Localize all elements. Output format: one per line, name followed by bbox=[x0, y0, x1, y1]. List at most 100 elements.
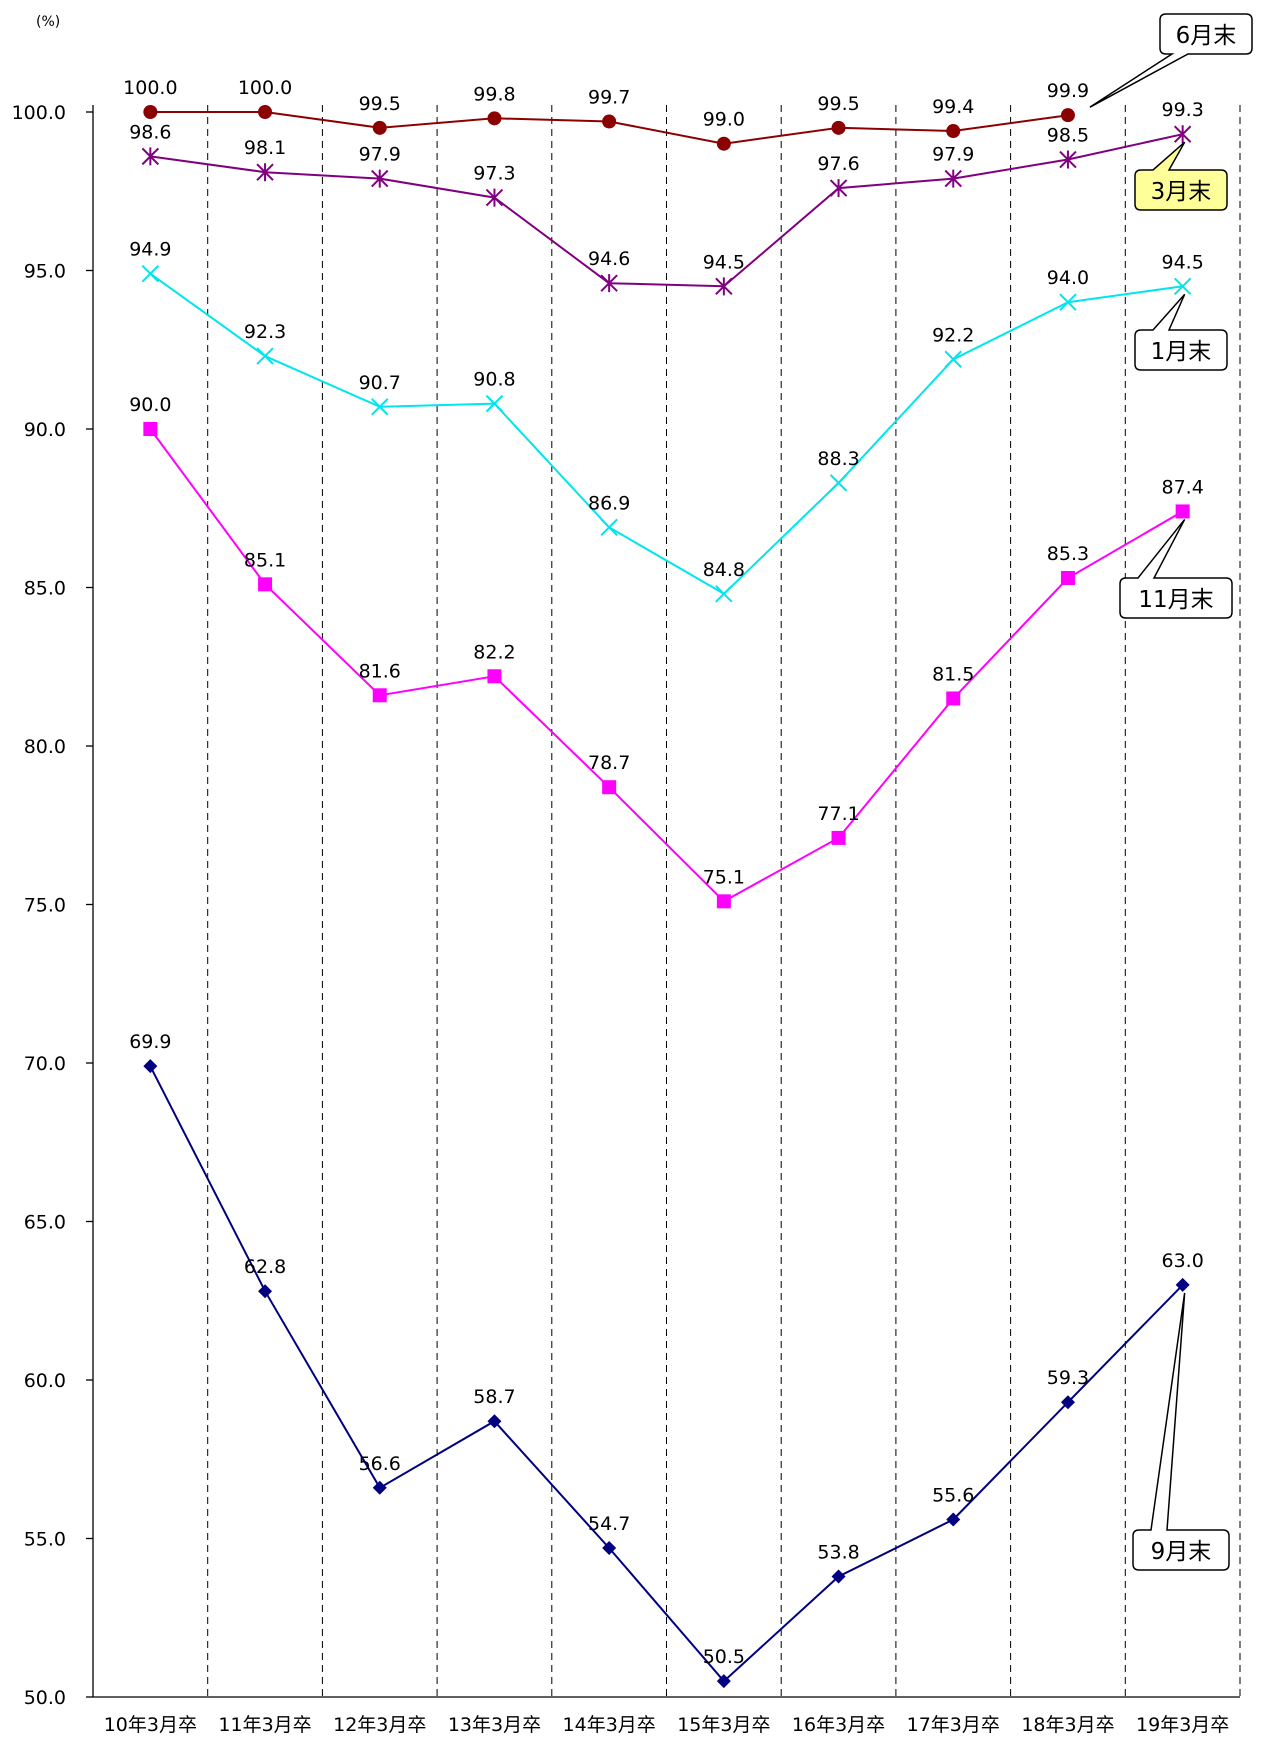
data-point bbox=[141, 147, 160, 166]
data-label: 99.3 bbox=[1161, 99, 1203, 121]
data-label: 86.9 bbox=[588, 492, 630, 514]
y-tick-label: 100.0 bbox=[12, 102, 66, 124]
callout-box bbox=[1119, 518, 1233, 619]
data-point bbox=[141, 264, 160, 283]
series-line-1 bbox=[150, 133, 1183, 288]
data-label: 99.8 bbox=[473, 83, 515, 105]
data-label: 94.5 bbox=[703, 251, 745, 273]
data-point bbox=[1060, 570, 1075, 585]
data-label: 94.6 bbox=[588, 248, 630, 270]
data-label: 85.1 bbox=[244, 549, 286, 571]
y-tick-label: 80.0 bbox=[24, 736, 66, 758]
data-point bbox=[1060, 1395, 1075, 1410]
x-tick-label: 16年3月卒 bbox=[792, 1714, 885, 1736]
data-point bbox=[1059, 150, 1077, 169]
data-point bbox=[944, 169, 962, 188]
data-label: 99.5 bbox=[817, 93, 859, 115]
x-tick-label: 18年3月卒 bbox=[1021, 1714, 1114, 1736]
data-point bbox=[258, 577, 273, 592]
data-point bbox=[1175, 1277, 1190, 1292]
data-point bbox=[602, 114, 617, 129]
callout-box bbox=[1134, 293, 1228, 371]
data-point bbox=[485, 188, 504, 207]
data-point bbox=[1175, 504, 1190, 519]
series-line-2 bbox=[149, 272, 1183, 596]
data-label: 75.1 bbox=[703, 866, 745, 888]
data-label: 92.3 bbox=[244, 321, 286, 343]
data-point bbox=[372, 688, 387, 703]
y-tick-label: 50.0 bbox=[24, 1687, 66, 1709]
y-tick-label: 85.0 bbox=[24, 578, 66, 600]
series-lines bbox=[149, 111, 1184, 1683]
data-point bbox=[602, 1541, 617, 1556]
data-label: 97.3 bbox=[473, 163, 515, 185]
data-label: 54.7 bbox=[588, 1513, 630, 1535]
data-point bbox=[1173, 125, 1192, 144]
data-label: 94.5 bbox=[1161, 251, 1203, 273]
data-label: 90.0 bbox=[129, 394, 171, 416]
data-point bbox=[831, 120, 846, 135]
callout-box bbox=[1089, 13, 1253, 108]
callout-box bbox=[1134, 141, 1228, 211]
callout-label: 1月末 bbox=[1151, 339, 1212, 365]
x-tick-label: 15年3月卒 bbox=[677, 1714, 770, 1736]
data-point bbox=[258, 105, 273, 119]
data-point bbox=[143, 1059, 158, 1074]
data-point bbox=[485, 394, 504, 413]
vertical-gridlines bbox=[207, 105, 1241, 1697]
axes bbox=[92, 105, 1240, 1698]
data-label: 55.6 bbox=[932, 1484, 974, 1506]
callout-label: 6月末 bbox=[1176, 23, 1237, 49]
data-point bbox=[371, 398, 389, 416]
callout-label: 9月末 bbox=[1151, 1539, 1212, 1565]
data-label: 78.7 bbox=[588, 752, 630, 774]
data-point bbox=[715, 585, 733, 603]
x-tick-label: 19年3月卒 bbox=[1136, 1714, 1229, 1736]
y-tick-label: 90.0 bbox=[24, 419, 66, 441]
series-line-4 bbox=[149, 1065, 1184, 1683]
y-tick-label: 55.0 bbox=[24, 1529, 66, 1551]
callout-label: 3月末 bbox=[1151, 179, 1212, 205]
data-label: 98.6 bbox=[129, 121, 171, 143]
data-labels: 100.0 100.0 99.5 99.8 99.7 99.0 99.5 99.4 99.9 98… bbox=[123, 77, 1204, 1668]
data-point bbox=[600, 274, 618, 293]
data-label: 59.3 bbox=[1047, 1367, 1089, 1389]
data-point bbox=[372, 120, 387, 135]
data-label: 81.6 bbox=[359, 660, 401, 682]
x-tick-label: 11年3月卒 bbox=[218, 1714, 311, 1736]
data-label: 92.2 bbox=[932, 324, 974, 346]
x-axis-ticks: 10年3月卒 11年3月卒 12年3月卒 13年3月卒 14年3月卒 15年3月卒 16年3… bbox=[104, 1714, 1230, 1736]
y-axis-ticks: 100.0 95.0 90.0 85.0 80.0 75.0 70.0 65.0 60.0 55.… bbox=[12, 102, 93, 1709]
data-point bbox=[600, 518, 618, 536]
data-label: 97.9 bbox=[359, 144, 401, 166]
y-tick-label: 75.0 bbox=[24, 895, 66, 917]
data-point bbox=[946, 691, 961, 706]
data-point bbox=[602, 780, 617, 795]
data-label: 87.4 bbox=[1161, 476, 1203, 498]
x-tick-label: 13年3月卒 bbox=[448, 1714, 541, 1736]
data-label: 50.5 bbox=[703, 1646, 745, 1668]
data-label: 98.5 bbox=[1047, 125, 1089, 147]
y-tick-label: 60.0 bbox=[24, 1370, 66, 1392]
data-point bbox=[256, 347, 274, 365]
series-callouts: 6月末 3月末 1月末 11月末 9月末 bbox=[1089, 13, 1253, 1571]
data-label: 53.8 bbox=[817, 1542, 859, 1564]
data-label: 81.5 bbox=[932, 663, 974, 685]
y-axis-unit-label: (%) bbox=[36, 14, 60, 30]
data-point bbox=[487, 1414, 502, 1429]
data-point bbox=[944, 350, 962, 368]
data-point bbox=[716, 894, 731, 909]
data-point bbox=[829, 474, 848, 492]
x-tick-label: 14年3月卒 bbox=[563, 1714, 656, 1736]
data-point bbox=[1173, 277, 1192, 296]
data-label: 90.7 bbox=[359, 372, 401, 394]
data-point bbox=[256, 163, 274, 182]
data-label: 58.7 bbox=[473, 1386, 515, 1408]
callout-box bbox=[1132, 1292, 1230, 1571]
data-point bbox=[829, 179, 848, 198]
x-tick-label: 10年3月卒 bbox=[104, 1714, 197, 1736]
data-label: 90.8 bbox=[473, 369, 515, 391]
data-label: 100.0 bbox=[238, 77, 292, 99]
data-label: 94.9 bbox=[129, 239, 171, 261]
